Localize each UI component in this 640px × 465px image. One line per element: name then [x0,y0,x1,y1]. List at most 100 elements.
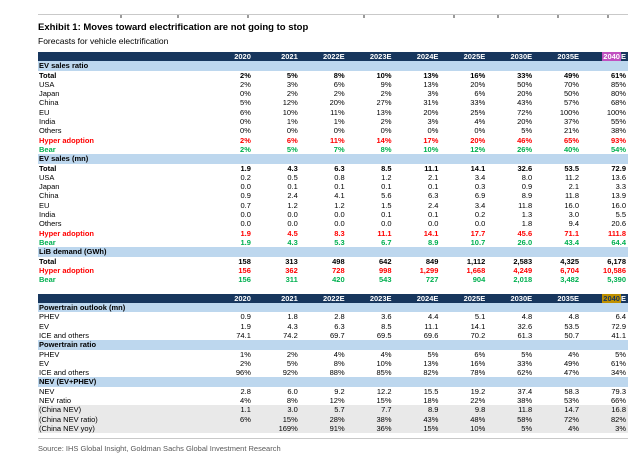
cell: 0.5 [287,172,298,182]
cell: 2% [240,79,251,89]
cell: 21% [563,126,579,136]
section-title: EV sales ratio [38,61,628,71]
cell: 5.1 [474,312,486,322]
cell: 5% [286,358,298,368]
cell: 4.3 [287,163,298,173]
cell: 4,249 [513,265,533,275]
section-header-row: EV sales (mn) [38,154,628,164]
section-title: EV sales (mn) [38,154,628,164]
source-note: Source: IHS Global Insight, Goldman Sach… [38,444,281,454]
cell: 6,178 [607,256,626,266]
row-label: Bear [39,144,56,154]
cell: 38% [610,126,626,136]
row-label: India [39,117,56,127]
table-row: EV 2% 5% 8% 10% 13% 16% 33% 49% 61% [38,359,628,368]
cell: 169% [252,423,300,434]
cell: 0% [380,126,392,136]
row-label: Japan [39,182,60,192]
cell: 13% [423,70,439,80]
cell: 20% [470,135,486,145]
cell: 0.8 [334,172,345,182]
row-label: Total [39,163,57,173]
row-label: Total [39,256,57,266]
cell: 156 [238,265,251,275]
cell: 5% [521,349,533,359]
column-header: 2035E [534,293,581,304]
cell: 1% [240,349,251,359]
row-label: NEV [39,386,55,396]
cell: 1.2 [334,200,345,210]
cell: 10,586 [603,265,626,275]
column-header: 2030E [487,293,535,304]
cell: 0.0 [287,210,298,220]
column-header: 2021 [252,293,300,304]
exhibit-subtitle: Forecasts for vehicle electrification [38,36,169,46]
row-label: Bear [39,275,56,285]
cell: 2.8 [334,312,345,322]
cell: 0.9 [240,191,251,201]
cell: 78% [470,368,486,378]
row-label: EU [39,107,50,117]
cell: 12% [282,98,298,108]
cell: 1.1 [206,405,253,415]
cell: 17.7 [470,228,486,238]
cell: 4% [534,423,581,434]
cell: 85% [610,79,626,89]
row-label: Others [39,219,62,229]
table-row: Japan 0.0 0.1 0.1 0.1 0.1 0.3 0.9 2.1 3.3 [38,182,628,191]
cell: 6% [333,79,345,89]
cell: 70.2 [470,330,486,340]
cell: 11.2 [564,172,579,182]
row-label: Hyper adoption [39,265,95,275]
cell: 25% [470,107,486,117]
cell: 20% [423,107,439,117]
row-label: Japan [39,89,60,99]
row-label: (China NEV yoy) [38,423,206,434]
column-header: 2021 [252,52,300,62]
cell: 10% [376,70,392,80]
cell: 362 [285,265,298,275]
cell: 1.9 [240,237,251,247]
cell: 93% [610,135,626,145]
column-header-spacer [38,293,206,304]
row-label: China [39,191,59,201]
cell: 16.0 [611,200,626,210]
cell: 53% [563,395,579,405]
cell: 6.9 [474,191,486,201]
cell: 998 [378,265,392,275]
cell: 36% [346,423,394,434]
cell: 82% [423,368,439,378]
cell: 3.4 [474,172,486,182]
row-label: EU [39,200,50,210]
row-label: PHEV [39,349,60,359]
table-row: EU 6% 10% 11% 13% 20% 25% 72% 100% 100% [38,108,628,117]
cell: 5.7 [299,405,347,415]
table-row: USA 0.2 0.5 0.8 1.2 2.1 3.4 8.0 11.2 13.6 [38,173,628,182]
cell: 82% [581,414,628,424]
cell: 0% [427,126,439,136]
cell: 13% [376,107,392,117]
cell: 16.0 [564,200,579,210]
cell: 2.4 [427,200,439,210]
cell: 3.0 [252,405,300,415]
cell: 8.0 [521,172,533,182]
cell: 4.3 [287,237,298,247]
cell: 6.3 [427,191,439,201]
cell: 8% [333,358,345,368]
exhibit-title: Exhibit 1: Moves toward electrification … [38,22,309,33]
cell: 5.5 [615,210,626,220]
cell: 9% [380,79,392,89]
table-row: Others 0% 0% 0% 0% 0% 0% 5% 21% 38% [38,126,628,135]
cell: 33% [517,358,533,368]
cell: 0.1 [427,182,439,192]
cell: 80% [610,89,626,99]
cell: 1% [286,117,298,127]
cell: 72.9 [611,321,626,331]
cell: 2% [240,144,251,154]
cell: 111.8 [608,228,626,238]
highlighted-year: 2040 [602,293,621,303]
cell: 8.3 [334,228,345,238]
column-header: 2035E [534,52,581,62]
cell: 5.6 [381,191,392,201]
cell: 0.2 [240,172,251,182]
